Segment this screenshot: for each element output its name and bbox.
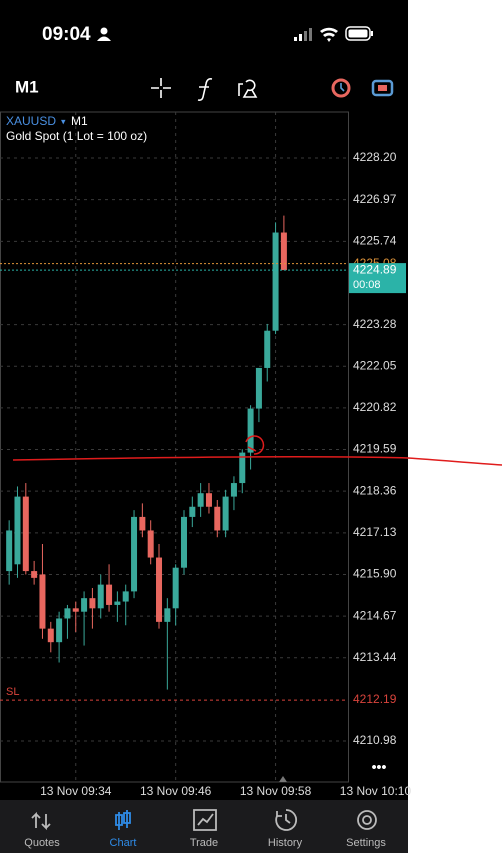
y-tick-label: 4225.74 <box>353 233 397 247</box>
candle-body <box>164 608 171 622</box>
y-tick-label: 4220.82 <box>353 400 397 414</box>
drawn-circle <box>245 435 265 455</box>
y-tick-label: 4210.98 <box>353 733 397 747</box>
candle-body <box>64 608 71 619</box>
plot: 4228.20 4226.97 4225.74 4223.28 4222.05 4220.… <box>0 112 411 798</box>
y-tick-label: 4219.59 <box>353 442 397 456</box>
candle-body <box>147 530 154 558</box>
candle-body <box>280 232 287 271</box>
x-tick-label: 13 Nov 09:58 <box>240 784 312 798</box>
candle-body <box>139 516 146 531</box>
candle-body <box>230 483 237 497</box>
status-time: 09:04 <box>42 24 91 45</box>
candle-body <box>264 330 271 368</box>
candle-body <box>72 608 79 612</box>
y-tick-label: 4213.44 <box>353 650 397 664</box>
y-tick-label: 4218.36 <box>353 483 397 497</box>
candle-body <box>106 584 113 605</box>
app-background <box>0 0 408 853</box>
tab-label[interactable]: Settings <box>346 837 386 849</box>
y-tick-label: 4214.67 <box>353 608 397 622</box>
timeframe[interactable]: M1 <box>15 77 39 96</box>
candle-body <box>222 496 229 531</box>
tab-icon[interactable] <box>357 810 377 830</box>
tab-icon[interactable] <box>31 811 51 831</box>
symbol[interactable]: XAUUSD <box>6 114 56 128</box>
tab-icon[interactable] <box>275 809 298 831</box>
bid-timer: 00:08 <box>353 279 381 291</box>
candle-body <box>172 567 179 609</box>
candle-body <box>22 496 29 572</box>
x-tick-label: 13 Nov 09:46 <box>140 784 212 798</box>
scroll-marker <box>279 776 287 782</box>
candle-body <box>272 232 279 331</box>
candle-body <box>239 452 246 484</box>
toolbar-icons[interactable] <box>151 78 394 101</box>
candle-body <box>14 496 21 565</box>
tab-label[interactable]: Quotes <box>24 837 60 849</box>
candle-body <box>197 493 204 507</box>
symbol-timeframe: M1 <box>71 114 88 128</box>
tab-label[interactable]: History <box>268 837 303 849</box>
candle-body <box>81 598 88 612</box>
sl-label: SL <box>6 686 19 698</box>
tab-label[interactable]: Trade <box>190 837 218 849</box>
candle-body <box>89 598 96 609</box>
candle-body <box>114 601 121 605</box>
candle-body <box>47 628 54 643</box>
y-tick-label: 4222.05 <box>353 358 397 372</box>
more-button[interactable]: ••• <box>372 759 387 775</box>
x-tick-label: 13 Nov 10:10 <box>340 784 412 798</box>
candle-body <box>31 571 38 578</box>
x-tick-label: 13 Nov 09:34 <box>40 784 112 798</box>
y-tick-label: 4223.28 <box>353 317 397 331</box>
candle-body <box>6 530 13 572</box>
candle-body <box>189 506 196 517</box>
sl-price: 4212.19 <box>353 692 397 706</box>
tab-icon[interactable] <box>193 809 217 831</box>
y-tick-label: 4226.97 <box>353 192 397 206</box>
tab-label[interactable]: Chart <box>110 837 137 849</box>
chart-frame <box>0 111 349 783</box>
y-tick-label: 4217.13 <box>353 525 397 539</box>
y-tick-label: 4215.90 <box>353 567 397 581</box>
status-icons <box>97 26 373 42</box>
candle-body <box>122 591 129 602</box>
drawn-line <box>12 455 502 466</box>
tab-bar <box>0 800 408 853</box>
candle-body <box>56 618 63 643</box>
candle-body <box>255 367 262 409</box>
symbol-dropdown[interactable]: ▾ <box>61 116 66 126</box>
candle-body <box>97 584 104 609</box>
candle-body <box>247 408 254 453</box>
bid-box <box>349 263 406 294</box>
candle-body <box>214 506 221 531</box>
candle-body <box>39 574 46 629</box>
tab-icon[interactable] <box>115 810 131 830</box>
bid-price: 4224.89 <box>353 262 397 276</box>
chart-subtitle: Gold Spot (1 Lot = 100 oz) <box>6 129 147 143</box>
candle-body <box>205 493 212 507</box>
y-tick-label: 4228.20 <box>353 150 397 164</box>
candle-body <box>180 516 187 568</box>
candle-body <box>156 557 163 622</box>
tabs: Quotes Chart Trade History Settings <box>24 809 386 849</box>
candle-body <box>131 516 138 592</box>
